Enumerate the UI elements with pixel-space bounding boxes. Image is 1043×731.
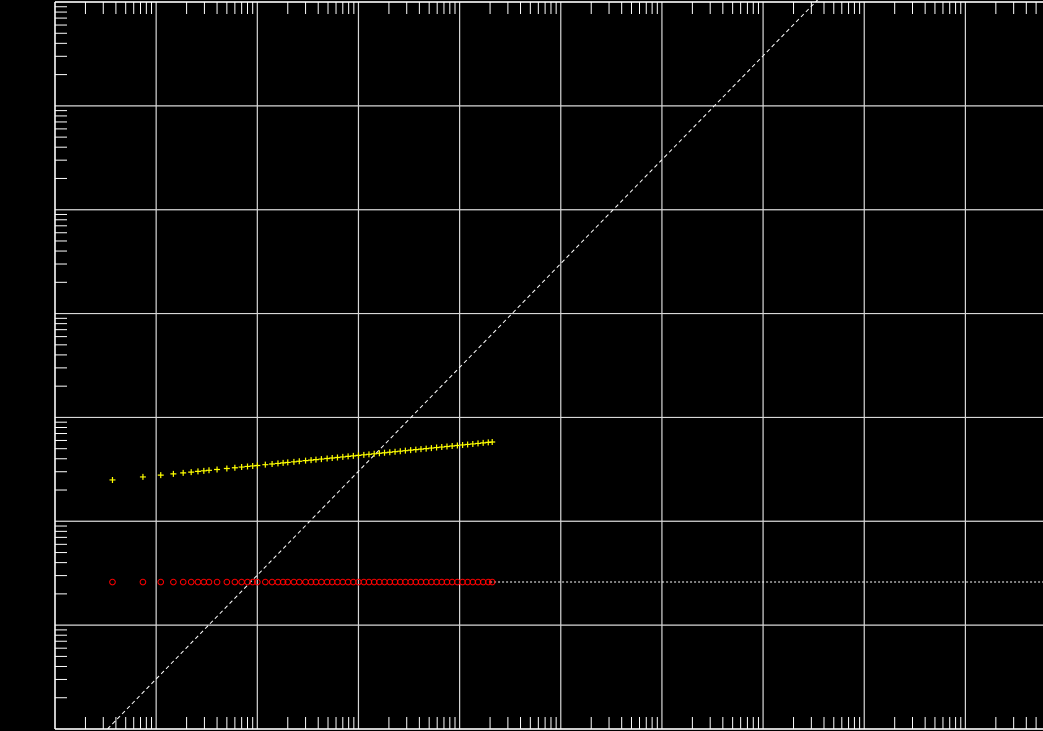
data-point bbox=[302, 457, 309, 464]
data-point bbox=[376, 450, 383, 457]
data-point bbox=[194, 468, 201, 475]
data-point bbox=[402, 447, 409, 454]
data-point bbox=[489, 438, 496, 445]
data-point bbox=[262, 578, 269, 586]
data-point bbox=[307, 578, 315, 586]
data-point bbox=[407, 447, 414, 454]
data-point bbox=[180, 469, 187, 476]
data-point bbox=[244, 463, 251, 470]
data-point bbox=[206, 467, 213, 474]
data-point bbox=[223, 578, 231, 586]
data-point bbox=[334, 454, 341, 461]
data-point bbox=[464, 441, 471, 448]
data-point bbox=[139, 473, 146, 480]
data-point bbox=[355, 452, 362, 459]
data-point bbox=[284, 459, 291, 466]
data-point bbox=[262, 461, 269, 468]
data-point bbox=[223, 465, 230, 472]
data-point bbox=[170, 470, 177, 477]
data-point bbox=[214, 466, 221, 473]
data-point bbox=[386, 449, 393, 456]
identity-reference-line bbox=[107, 0, 819, 730]
data-point bbox=[187, 578, 195, 586]
data-point bbox=[157, 472, 164, 479]
data-point bbox=[438, 444, 445, 451]
data-point bbox=[269, 461, 276, 468]
data-point bbox=[469, 440, 476, 447]
data-point bbox=[324, 455, 331, 462]
data-point bbox=[205, 578, 213, 586]
data-point bbox=[213, 578, 221, 586]
data-point bbox=[254, 462, 261, 469]
reference-lines bbox=[107, 0, 1043, 730]
axis-ticks bbox=[55, 2, 1037, 729]
data-point bbox=[371, 450, 378, 457]
data-point bbox=[231, 578, 239, 586]
data-point bbox=[475, 440, 482, 447]
data-point bbox=[417, 446, 424, 453]
axes bbox=[54, 1, 1043, 730]
data-series bbox=[109, 438, 496, 586]
data-point bbox=[296, 458, 303, 465]
data-point bbox=[459, 441, 466, 448]
data-point bbox=[139, 578, 147, 586]
data-point bbox=[238, 464, 245, 471]
data-point bbox=[157, 578, 165, 586]
data-point bbox=[449, 443, 456, 450]
data-point bbox=[480, 439, 487, 446]
data-point bbox=[339, 453, 346, 460]
data-point bbox=[423, 445, 430, 452]
data-point bbox=[329, 454, 336, 461]
data-point bbox=[188, 469, 195, 476]
data-point bbox=[443, 443, 450, 450]
data-point bbox=[284, 578, 292, 586]
data-point bbox=[295, 578, 303, 586]
data-point bbox=[381, 449, 388, 456]
data-point bbox=[350, 452, 357, 459]
data-point bbox=[360, 451, 367, 458]
data-point bbox=[345, 453, 352, 460]
data-point bbox=[290, 458, 297, 465]
data-point bbox=[412, 446, 419, 453]
data-point bbox=[459, 578, 466, 586]
data-point bbox=[488, 578, 496, 586]
data-point bbox=[279, 578, 287, 586]
data-point bbox=[392, 448, 399, 455]
data-point bbox=[274, 460, 281, 467]
data-point bbox=[179, 578, 187, 586]
data-point bbox=[479, 578, 487, 586]
data-point bbox=[231, 464, 238, 471]
series-2 bbox=[109, 578, 496, 586]
data-point bbox=[433, 444, 440, 451]
data-point bbox=[323, 578, 331, 586]
series-1 bbox=[109, 438, 496, 483]
data-point bbox=[312, 456, 319, 463]
data-point bbox=[397, 448, 404, 455]
data-point bbox=[200, 467, 207, 474]
data-point bbox=[484, 578, 492, 586]
data-point bbox=[170, 578, 177, 586]
data-point bbox=[365, 451, 372, 458]
data-point bbox=[318, 456, 325, 463]
data-point bbox=[109, 578, 116, 586]
data-point bbox=[249, 578, 256, 586]
data-point bbox=[428, 445, 435, 452]
data-point bbox=[109, 476, 116, 483]
data-point bbox=[254, 578, 261, 586]
data-point bbox=[454, 442, 461, 449]
